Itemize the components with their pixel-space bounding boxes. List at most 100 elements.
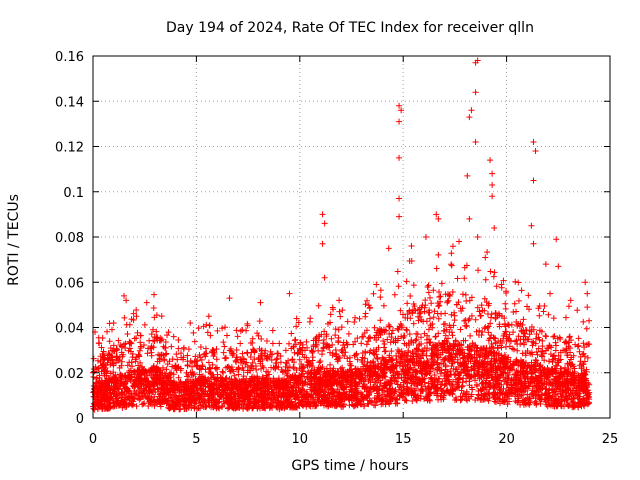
data-point [115,337,122,344]
data-point [235,371,242,378]
data-point [293,323,300,330]
data-point [510,329,517,336]
data-point [459,379,466,386]
data-point [219,325,226,332]
data-point [164,361,171,368]
data-point [135,351,142,358]
data-point [474,304,481,311]
data-point [325,389,332,396]
data-point [407,371,414,378]
data-point [195,325,202,332]
data-point [482,276,489,283]
data-point [223,332,230,339]
data-point [336,308,343,315]
data-point [457,326,464,333]
data-point [346,402,353,409]
data-point [168,343,175,350]
data-point [180,344,187,351]
data-point [497,371,504,378]
data-point [448,261,455,268]
data-point [459,291,466,298]
data-point [135,362,142,369]
data-point [478,312,485,319]
data-point [258,335,265,342]
data-point [185,346,192,353]
data-point [514,322,521,329]
data-point [133,403,140,410]
data-point [449,243,456,250]
data-point [269,327,276,334]
data-point [417,309,424,316]
data-point [505,322,512,329]
data-point [153,328,160,335]
data-point [371,324,378,331]
data-point [328,335,335,342]
data-point [476,308,483,315]
data-point [197,344,204,351]
data-point [389,327,396,334]
data-point [467,332,474,339]
data-point [394,347,401,354]
data-point [327,319,334,326]
data-point [409,310,416,317]
data-point [545,311,552,318]
data-point [239,327,246,334]
data-point [552,339,559,346]
data-point [197,354,204,361]
data-point [148,331,155,338]
data-point [517,357,524,364]
data-point [339,364,346,371]
data-point [223,355,230,362]
data-point [219,368,226,375]
data-point [199,362,206,369]
data-point [302,378,309,385]
data-point [126,321,133,328]
data-point [447,371,454,378]
data-point [342,349,349,356]
data-point [550,315,557,322]
data-point [583,325,590,332]
data-point [431,371,438,378]
data-point [293,315,300,322]
data-point [538,328,545,335]
data-point [387,339,394,346]
data-point [335,326,342,333]
data-point [377,317,384,324]
data-point [304,370,311,377]
data-point [448,262,455,269]
data-point [392,400,399,407]
data-point [524,391,531,398]
data-point [330,306,337,313]
data-point [462,291,469,298]
data-point [235,365,242,372]
data-point [384,336,391,343]
data-point [430,351,437,358]
data-point [501,378,508,385]
data-point [222,324,229,331]
data-point [282,347,289,354]
data-point [307,315,314,322]
data-point [411,303,418,310]
data-point [500,277,507,284]
data-point [362,301,369,308]
data-point [479,328,486,335]
data-point [463,322,470,329]
data-point [446,291,453,298]
data-point [539,343,546,350]
data-point [473,328,480,335]
data-point [95,334,102,341]
data-point [234,333,241,340]
data-point [473,381,480,388]
data-point [162,338,169,345]
data-point [407,364,414,371]
data-point [493,399,500,406]
data-point [204,329,211,336]
data-point [448,381,455,388]
data-point [317,358,324,365]
data-point [463,390,470,397]
data-point [288,330,295,337]
data-point [200,403,207,410]
data-point [120,380,127,387]
data-point [273,356,280,363]
